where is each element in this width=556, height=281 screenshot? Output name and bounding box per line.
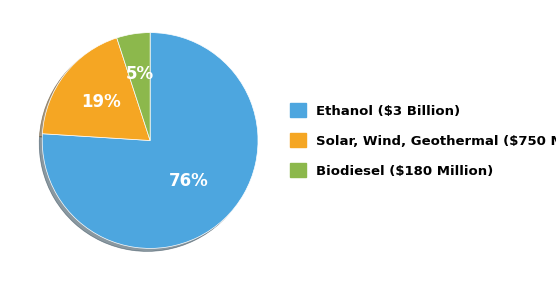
Wedge shape (42, 38, 150, 140)
Wedge shape (42, 33, 258, 248)
Legend: Ethanol ($3 Billion), Solar, Wind, Geothermal ($750 Million), Biodiesel ($180 Mi: Ethanol ($3 Billion), Solar, Wind, Geoth… (285, 98, 556, 183)
Text: 5%: 5% (126, 65, 153, 83)
Text: 19%: 19% (81, 93, 121, 111)
Text: 76%: 76% (168, 173, 208, 191)
Wedge shape (117, 33, 150, 140)
